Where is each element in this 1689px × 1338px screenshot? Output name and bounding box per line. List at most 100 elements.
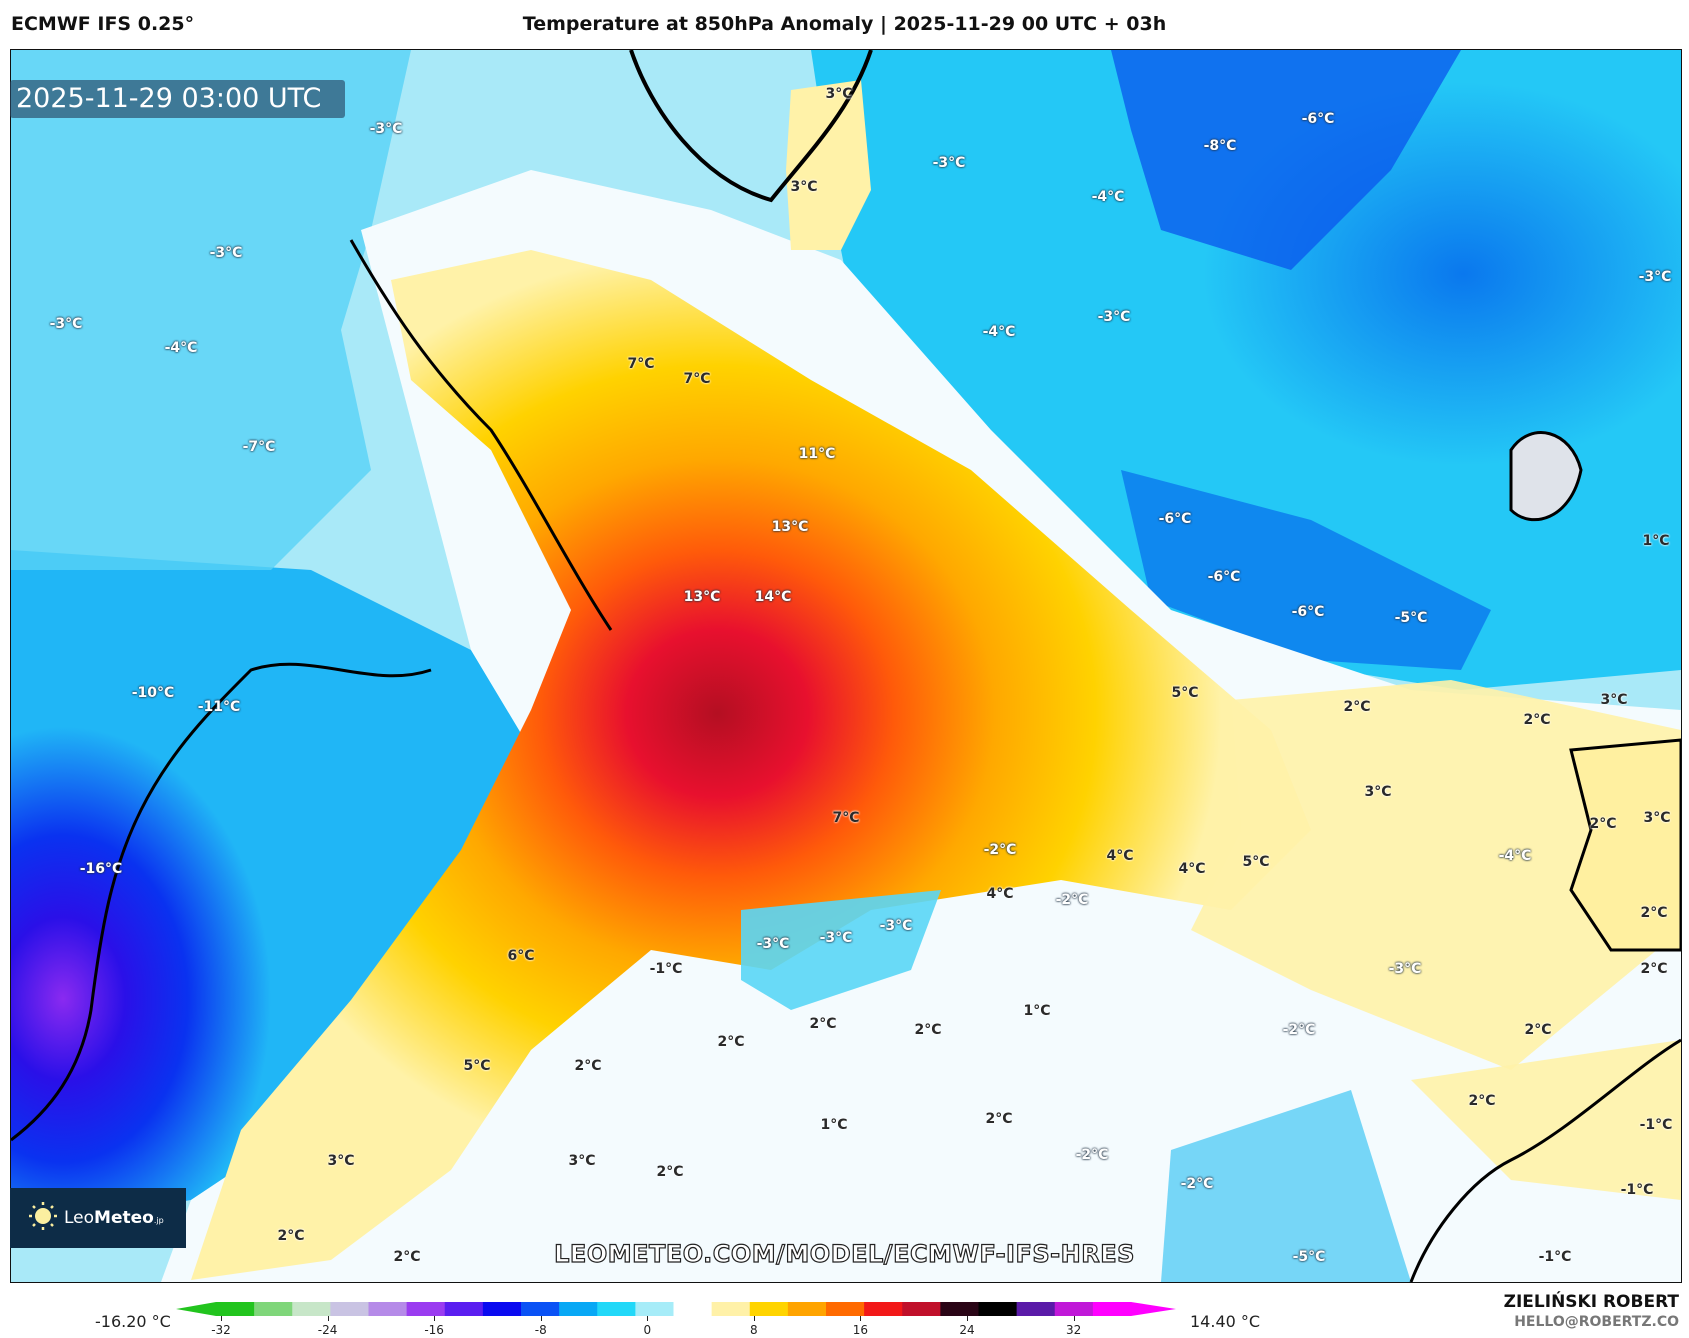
colorbar-tick-label: -24 bbox=[317, 1323, 338, 1337]
temperature-label: 2°C bbox=[1343, 699, 1371, 715]
temperature-label: -3°C bbox=[1388, 961, 1422, 977]
colorbar-tick-label: -8 bbox=[534, 1323, 547, 1337]
temperature-label: -3°C bbox=[1638, 269, 1672, 285]
temperature-label: 2°C bbox=[985, 1111, 1013, 1127]
temperature-label: -6°C bbox=[1301, 111, 1335, 127]
temperature-label: 3°C bbox=[1364, 784, 1392, 800]
temperature-label: 3°C bbox=[1600, 692, 1628, 708]
temperature-label: -4°C bbox=[1091, 189, 1125, 205]
temperature-label: 4°C bbox=[1178, 861, 1206, 877]
temperature-label: 4°C bbox=[1106, 848, 1134, 864]
colorbar-tick-mark bbox=[327, 1316, 329, 1321]
temperature-label: -16°C bbox=[79, 861, 123, 877]
temperature-label: 2°C bbox=[393, 1249, 421, 1265]
temperature-label: -3°C bbox=[879, 918, 913, 934]
temperature-label: 2°C bbox=[1468, 1093, 1496, 1109]
temperature-label: -4°C bbox=[982, 324, 1016, 340]
author-email[interactable]: HELLO@ROBERTZ.CO bbox=[1514, 1314, 1679, 1330]
temperature-label: -1°C bbox=[649, 961, 683, 977]
author-name: ZIELIŃSKI ROBERT bbox=[1503, 1292, 1679, 1312]
temperature-label: -8°C bbox=[1203, 138, 1237, 154]
temperature-label: 2°C bbox=[914, 1022, 942, 1038]
temperature-label: -3°C bbox=[932, 155, 966, 171]
temperature-label: 2°C bbox=[1589, 816, 1617, 832]
temperature-label: 13°C bbox=[683, 589, 721, 605]
temperature-label: 4°C bbox=[986, 886, 1014, 902]
temperature-label: 3°C bbox=[1643, 810, 1671, 826]
colorbar bbox=[176, 1302, 1176, 1316]
temperature-label: 3°C bbox=[327, 1153, 355, 1169]
temperature-label: 1°C bbox=[1023, 1003, 1051, 1019]
model-name: ECMWF IFS 0.25° bbox=[11, 13, 195, 35]
temperature-label: -11°C bbox=[197, 699, 241, 715]
temperature-label: -1°C bbox=[1639, 1117, 1673, 1133]
chart-title: Temperature at 850hPa Anomaly | 2025-11-… bbox=[522, 13, 1167, 35]
colorbar-tick-label: -16 bbox=[424, 1323, 444, 1337]
colorbar-tick-mark bbox=[753, 1316, 755, 1321]
temperature-label: 2°C bbox=[1640, 905, 1668, 921]
temperature-label: 7°C bbox=[627, 356, 655, 372]
temperature-label: 2°C bbox=[574, 1058, 602, 1074]
anomaly-map: -3°C 3°C 3°C -3°C -4°C -8°C -6°C -3°C -3°C -4°C -7… bbox=[10, 49, 1682, 1283]
colorbar-tick-label: 8 bbox=[750, 1323, 758, 1337]
temperature-label: 2°C bbox=[1640, 961, 1668, 977]
temperature-label: 2°C bbox=[717, 1034, 745, 1050]
temperature-label: -1°C bbox=[1620, 1182, 1654, 1198]
temperature-label: -2°C bbox=[1180, 1176, 1214, 1192]
temperature-label: -3°C bbox=[209, 245, 243, 261]
temperature-label: 13°C bbox=[771, 519, 809, 535]
temperature-label: 6°C bbox=[507, 948, 535, 964]
colorbar-tick-mark bbox=[860, 1316, 862, 1321]
temperature-label: 3°C bbox=[790, 179, 818, 195]
logo-text: LeoMeteo.jp bbox=[64, 1208, 164, 1228]
temperature-label: 14°C bbox=[754, 589, 792, 605]
temperature-label: 1°C bbox=[1642, 533, 1670, 549]
temperature-label: -4°C bbox=[164, 340, 198, 356]
temperature-label: -3°C bbox=[756, 936, 790, 952]
colorbar-tick-mark bbox=[647, 1316, 649, 1321]
colorbar-tick-label: 16 bbox=[852, 1323, 869, 1337]
leometeo-logo[interactable]: LeoMeteo.jp bbox=[10, 1188, 186, 1248]
temperature-label: 5°C bbox=[463, 1058, 491, 1074]
colorbar-min-label: -16.20 °C bbox=[95, 1312, 171, 1331]
author-credit: ZIELIŃSKI ROBERT HELLO@ROBERTZ.CO bbox=[1504, 1292, 1679, 1330]
temperature-label: -2°C bbox=[1282, 1022, 1316, 1038]
temperature-label: -7°C bbox=[242, 439, 276, 455]
temperature-label: -5°C bbox=[1394, 610, 1428, 626]
temperature-label: -6°C bbox=[1158, 511, 1192, 527]
temperature-label: -3°C bbox=[1097, 309, 1131, 325]
temperature-label: -4°C bbox=[1498, 848, 1532, 864]
temperature-label: -6°C bbox=[1207, 569, 1241, 585]
source-url: LEOMETEO.COM/MODEL/ECMWF-IFS-HRES bbox=[554, 1239, 1135, 1268]
temperature-label: 2°C bbox=[809, 1016, 837, 1032]
temperature-label: 7°C bbox=[832, 810, 860, 826]
temperature-label: -10°C bbox=[131, 685, 175, 701]
temperature-label: 2°C bbox=[1523, 712, 1551, 728]
temperature-label: 3°C bbox=[568, 1153, 596, 1169]
temperature-label: -6°C bbox=[1291, 604, 1325, 620]
colorbar-tick-label: 32 bbox=[1065, 1323, 1082, 1337]
colorbar-tick-mark bbox=[221, 1316, 222, 1321]
temperature-label: 7°C bbox=[683, 371, 711, 387]
temperature-label: 3°C bbox=[825, 86, 853, 102]
temperature-label: -3°C bbox=[49, 316, 83, 332]
colorbar-tick-mark bbox=[540, 1316, 542, 1321]
temperature-label: 1°C bbox=[820, 1117, 848, 1133]
colorbar-tick-mark bbox=[434, 1316, 436, 1321]
temperature-label: 2°C bbox=[277, 1228, 305, 1244]
temperature-label: 5°C bbox=[1242, 854, 1270, 870]
colorbar-tick-label: -32 bbox=[211, 1323, 231, 1337]
map-field bbox=[11, 50, 1681, 1282]
sun-icon bbox=[28, 1201, 58, 1235]
temperature-label: -3°C bbox=[819, 930, 853, 946]
temperature-label: 2°C bbox=[656, 1164, 684, 1180]
temperature-label: -2°C bbox=[983, 842, 1017, 858]
temperature-label: 11°C bbox=[798, 446, 836, 462]
colorbar-tick-label: 0 bbox=[643, 1323, 652, 1337]
colorbar-tick-mark bbox=[1073, 1316, 1075, 1321]
temperature-label: -2°C bbox=[1055, 892, 1089, 908]
temperature-label: -2°C bbox=[1075, 1147, 1109, 1163]
colorbar-tick-label: 24 bbox=[959, 1323, 975, 1337]
colorbar-tick-mark bbox=[967, 1316, 969, 1321]
temperature-label: 2°C bbox=[1524, 1022, 1552, 1038]
